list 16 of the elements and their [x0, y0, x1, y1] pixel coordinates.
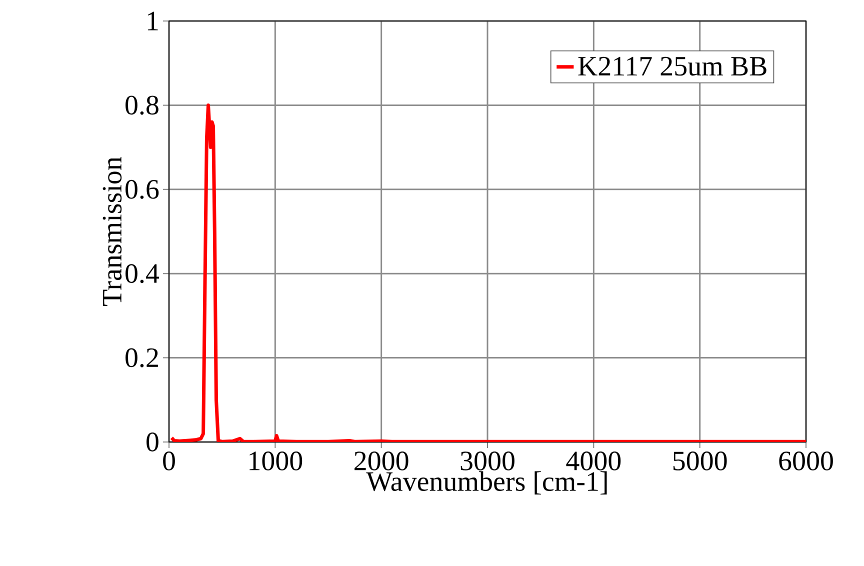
x-tick-label: 3000 [460, 452, 514, 470]
x-axis-title: Wavenumbers [cm-1] [366, 471, 607, 494]
y-axis-title: Transmission [102, 156, 122, 306]
legend-label: K2117 25um BB [578, 56, 766, 76]
x-tick-label: 0 [163, 452, 175, 470]
x-tick-label: 5000 [673, 452, 727, 470]
y-tick-label: 0 [146, 432, 158, 452]
y-tick-label: 0.8 [126, 96, 158, 115]
x-tick-label: 6000 [779, 452, 833, 470]
x-tick-label: 1000 [250, 452, 302, 470]
y-tick-label: 0.4 [126, 264, 160, 284]
y-tick-label: 0.6 [126, 180, 159, 199]
x-tick-label: 2000 [354, 452, 408, 470]
x-tick-label: 4000 [566, 452, 621, 470]
y-tick-label: 1 [148, 12, 158, 30]
y-tick-label: 0.2 [126, 348, 158, 368]
